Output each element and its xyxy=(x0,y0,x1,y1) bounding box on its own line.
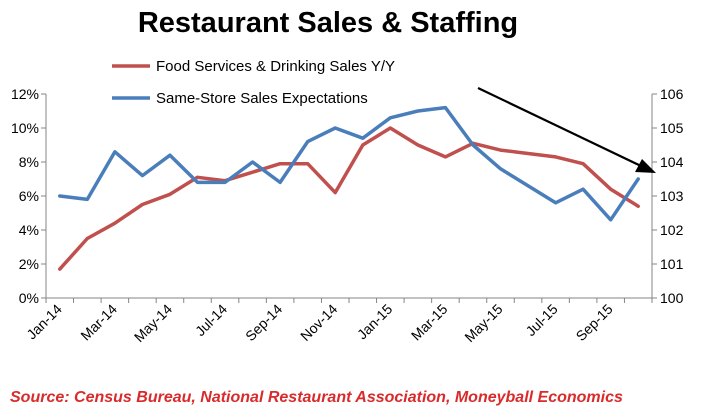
left-tick-label: 0% xyxy=(19,290,39,306)
left-tick-label: 6% xyxy=(19,188,39,204)
right-tick-label: 104 xyxy=(660,154,684,170)
chart-title: Restaurant Sales & Staffing xyxy=(138,7,518,39)
x-tick-label: Jan-14 xyxy=(23,301,65,343)
right-axis: 100 101 102 103 104 105 106 xyxy=(651,86,684,306)
x-tick-label: May-14 xyxy=(131,301,175,345)
source-note: Source: Census Bureau, National Restaura… xyxy=(10,389,623,406)
right-tick-label: 101 xyxy=(660,256,684,272)
x-tick-label: Sep-14 xyxy=(242,301,285,344)
legend-label-sales: Food Services & Drinking Sales Y/Y xyxy=(156,58,395,75)
right-tick-label: 103 xyxy=(660,188,684,204)
x-tick-label: Sep-15 xyxy=(573,301,616,344)
legend-label-expectations: Same-Store Sales Expectations xyxy=(156,90,368,107)
legend: Food Services & Drinking Sales Y/Y Same-… xyxy=(112,58,395,107)
x-tick-label: Nov-14 xyxy=(297,301,340,344)
right-tick-label: 105 xyxy=(660,120,684,136)
left-axis: 0% 2% 4% 6% 8% 10% 12% xyxy=(11,86,47,306)
x-tick-label: Jul-15 xyxy=(522,301,560,339)
left-tick-label: 2% xyxy=(19,256,39,272)
left-tick-label: 10% xyxy=(11,120,39,136)
x-tick-label: Jan-15 xyxy=(354,301,396,343)
trend-arrow-shaft xyxy=(477,87,642,167)
left-tick-label: 8% xyxy=(19,154,39,170)
x-tick-label: Mar-14 xyxy=(77,301,120,344)
right-tick-label: 102 xyxy=(660,222,684,238)
trend-arrow-head xyxy=(635,159,656,173)
x-tick-label: May-15 xyxy=(461,301,505,345)
x-tick-label: Mar-15 xyxy=(408,301,451,344)
left-tick-label: 12% xyxy=(11,86,39,102)
x-tick-label: Jul-14 xyxy=(192,301,230,339)
series-line-expectations xyxy=(58,105,640,222)
trend-arrow xyxy=(477,87,656,173)
x-axis: Jan-14 Mar-14 May-14 Jul-14 Sep-14 Nov-14 Jan-… xyxy=(23,297,653,345)
series-line-sales xyxy=(58,126,640,271)
left-tick-label: 4% xyxy=(19,222,39,238)
right-tick-label: 106 xyxy=(660,86,684,102)
right-tick-label: 100 xyxy=(660,290,684,306)
plot-lines xyxy=(58,105,640,271)
